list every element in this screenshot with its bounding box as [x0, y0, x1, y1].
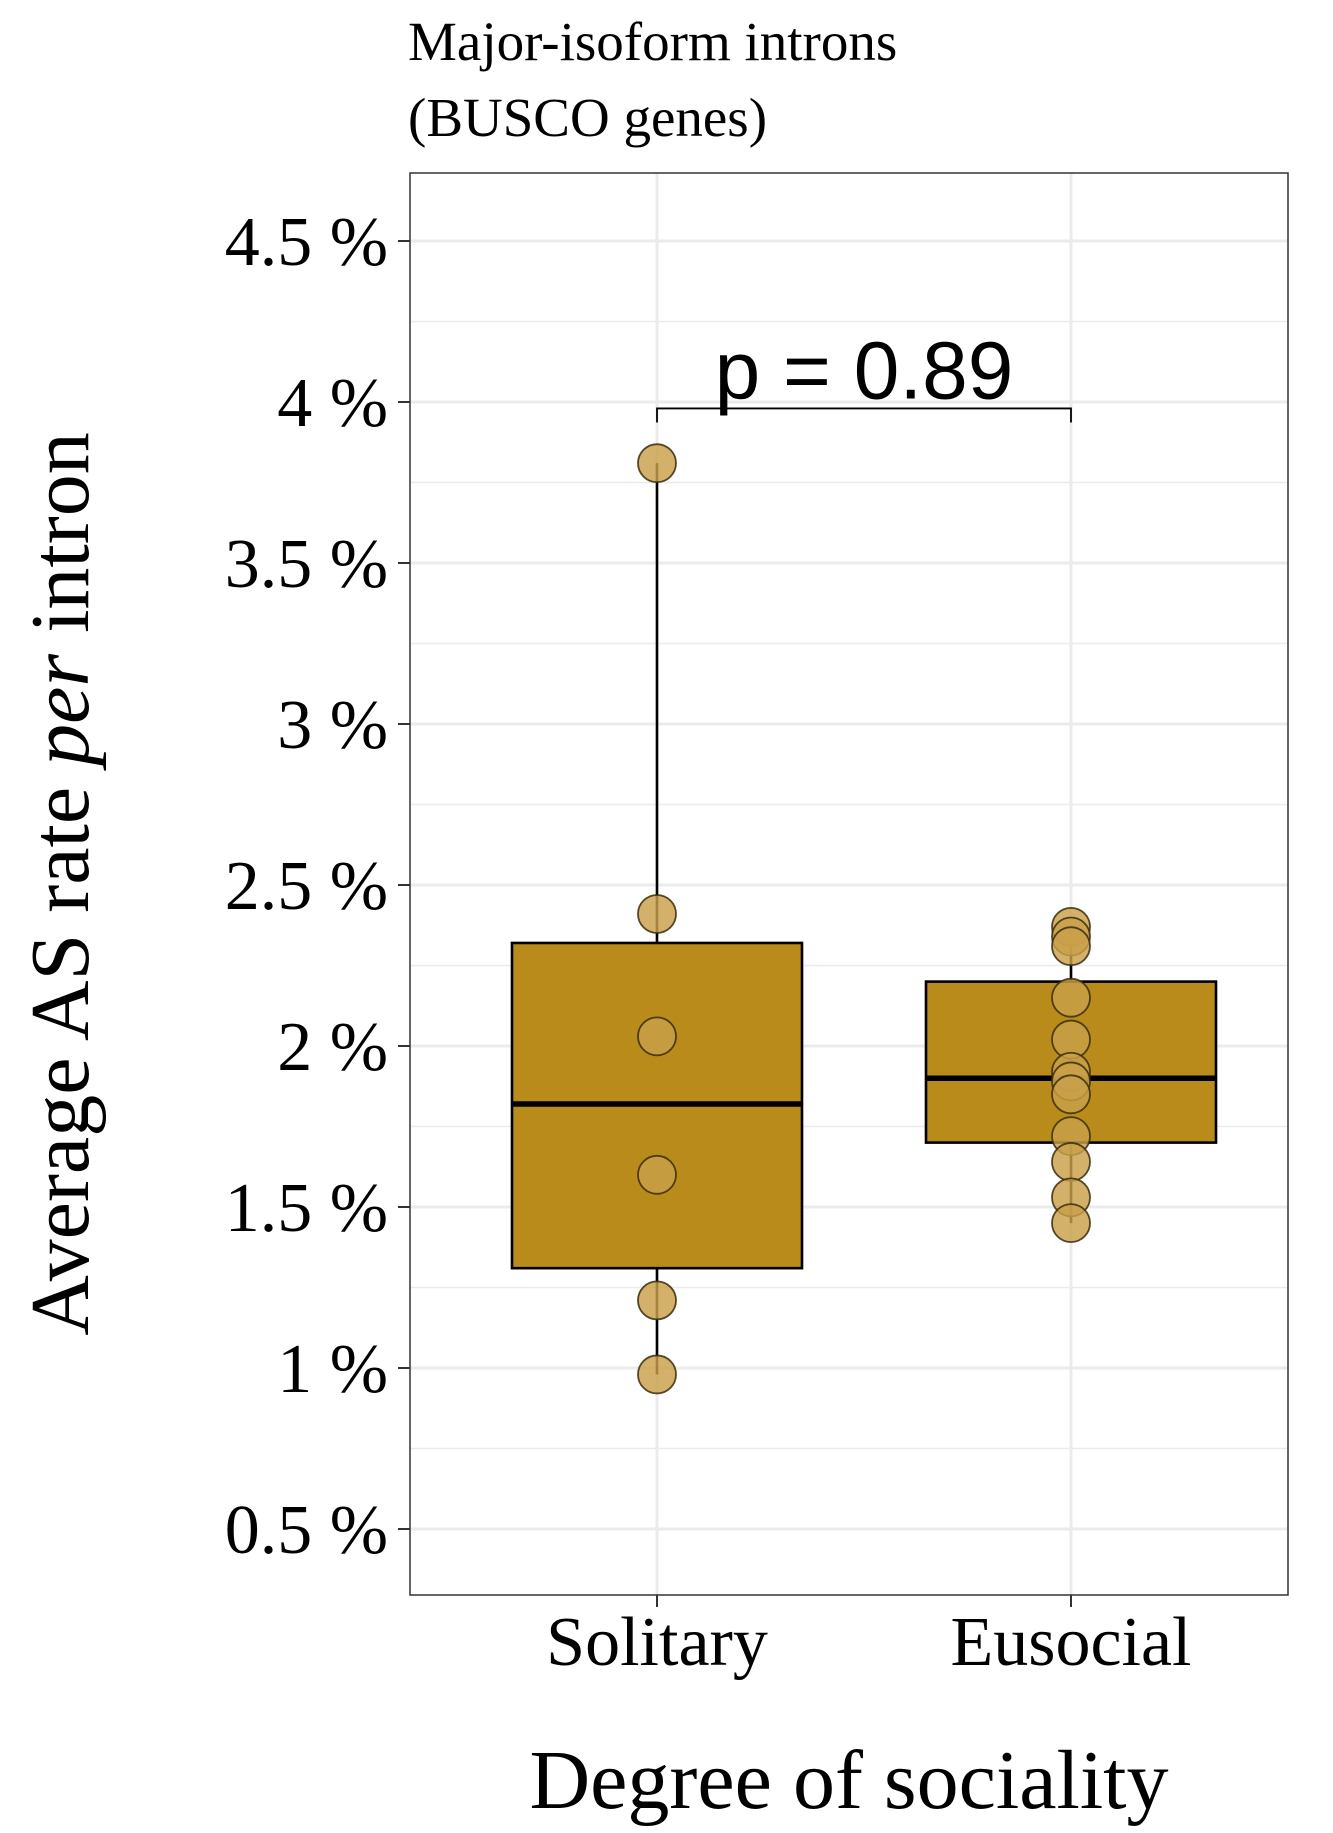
- chart-title-line2: (BUSCO genes): [408, 87, 767, 148]
- y-axis-title: Average AS rate per intron: [14, 432, 107, 1336]
- x-tick-label: Solitary: [546, 1604, 768, 1681]
- y-tick-label: 4 %: [277, 365, 388, 442]
- data-point: [1051, 977, 1091, 1018]
- y-axis-title-italic: per: [14, 654, 107, 771]
- y-tick-label: 2 %: [277, 1009, 388, 1086]
- data-point: [637, 443, 677, 484]
- y-tick-label: 3.5 %: [225, 526, 388, 603]
- y-tick-label: 3 %: [277, 687, 388, 764]
- significance-annotation: p = 0.89: [656, 325, 1072, 423]
- y-tick-label: 1 %: [277, 1331, 388, 1408]
- x-tick-label: Eusocial: [950, 1604, 1191, 1681]
- y-axis-title-post: intron: [14, 432, 107, 654]
- p-value-label: p = 0.89: [715, 325, 1014, 416]
- data-point: [1051, 1203, 1091, 1243]
- data-point: [637, 1016, 677, 1057]
- y-axis-title-pre: Average AS rate: [14, 766, 107, 1336]
- x-axis: Solitary Eusocial: [546, 1595, 1192, 1681]
- y-tick-label: 1.5 %: [225, 1170, 388, 1247]
- y-tick-label: 4.5 %: [225, 204, 388, 281]
- y-axis: 0.5 % 1 % 1.5 % 2 % 2.5 % 3 % 3.5 % 4 % 4.5 %: [225, 204, 410, 1569]
- data-point: [1051, 1142, 1091, 1182]
- data-point: [637, 1280, 677, 1321]
- y-tick-label: 2.5 %: [225, 848, 388, 925]
- y-tick-label: 0.5 %: [225, 1492, 388, 1569]
- x-axis-title: Degree of sociality: [529, 1734, 1168, 1827]
- data-point: [637, 1354, 677, 1395]
- data-point: [1051, 1074, 1091, 1115]
- boxplots: [510, 463, 1218, 1375]
- chart-title-line1: Major-isoform introns: [408, 11, 897, 72]
- data-point: [637, 894, 677, 934]
- data-points: [637, 443, 1091, 1395]
- data-point: [1051, 926, 1091, 967]
- data-point: [637, 1154, 677, 1195]
- significance-bracket: [656, 407, 1072, 423]
